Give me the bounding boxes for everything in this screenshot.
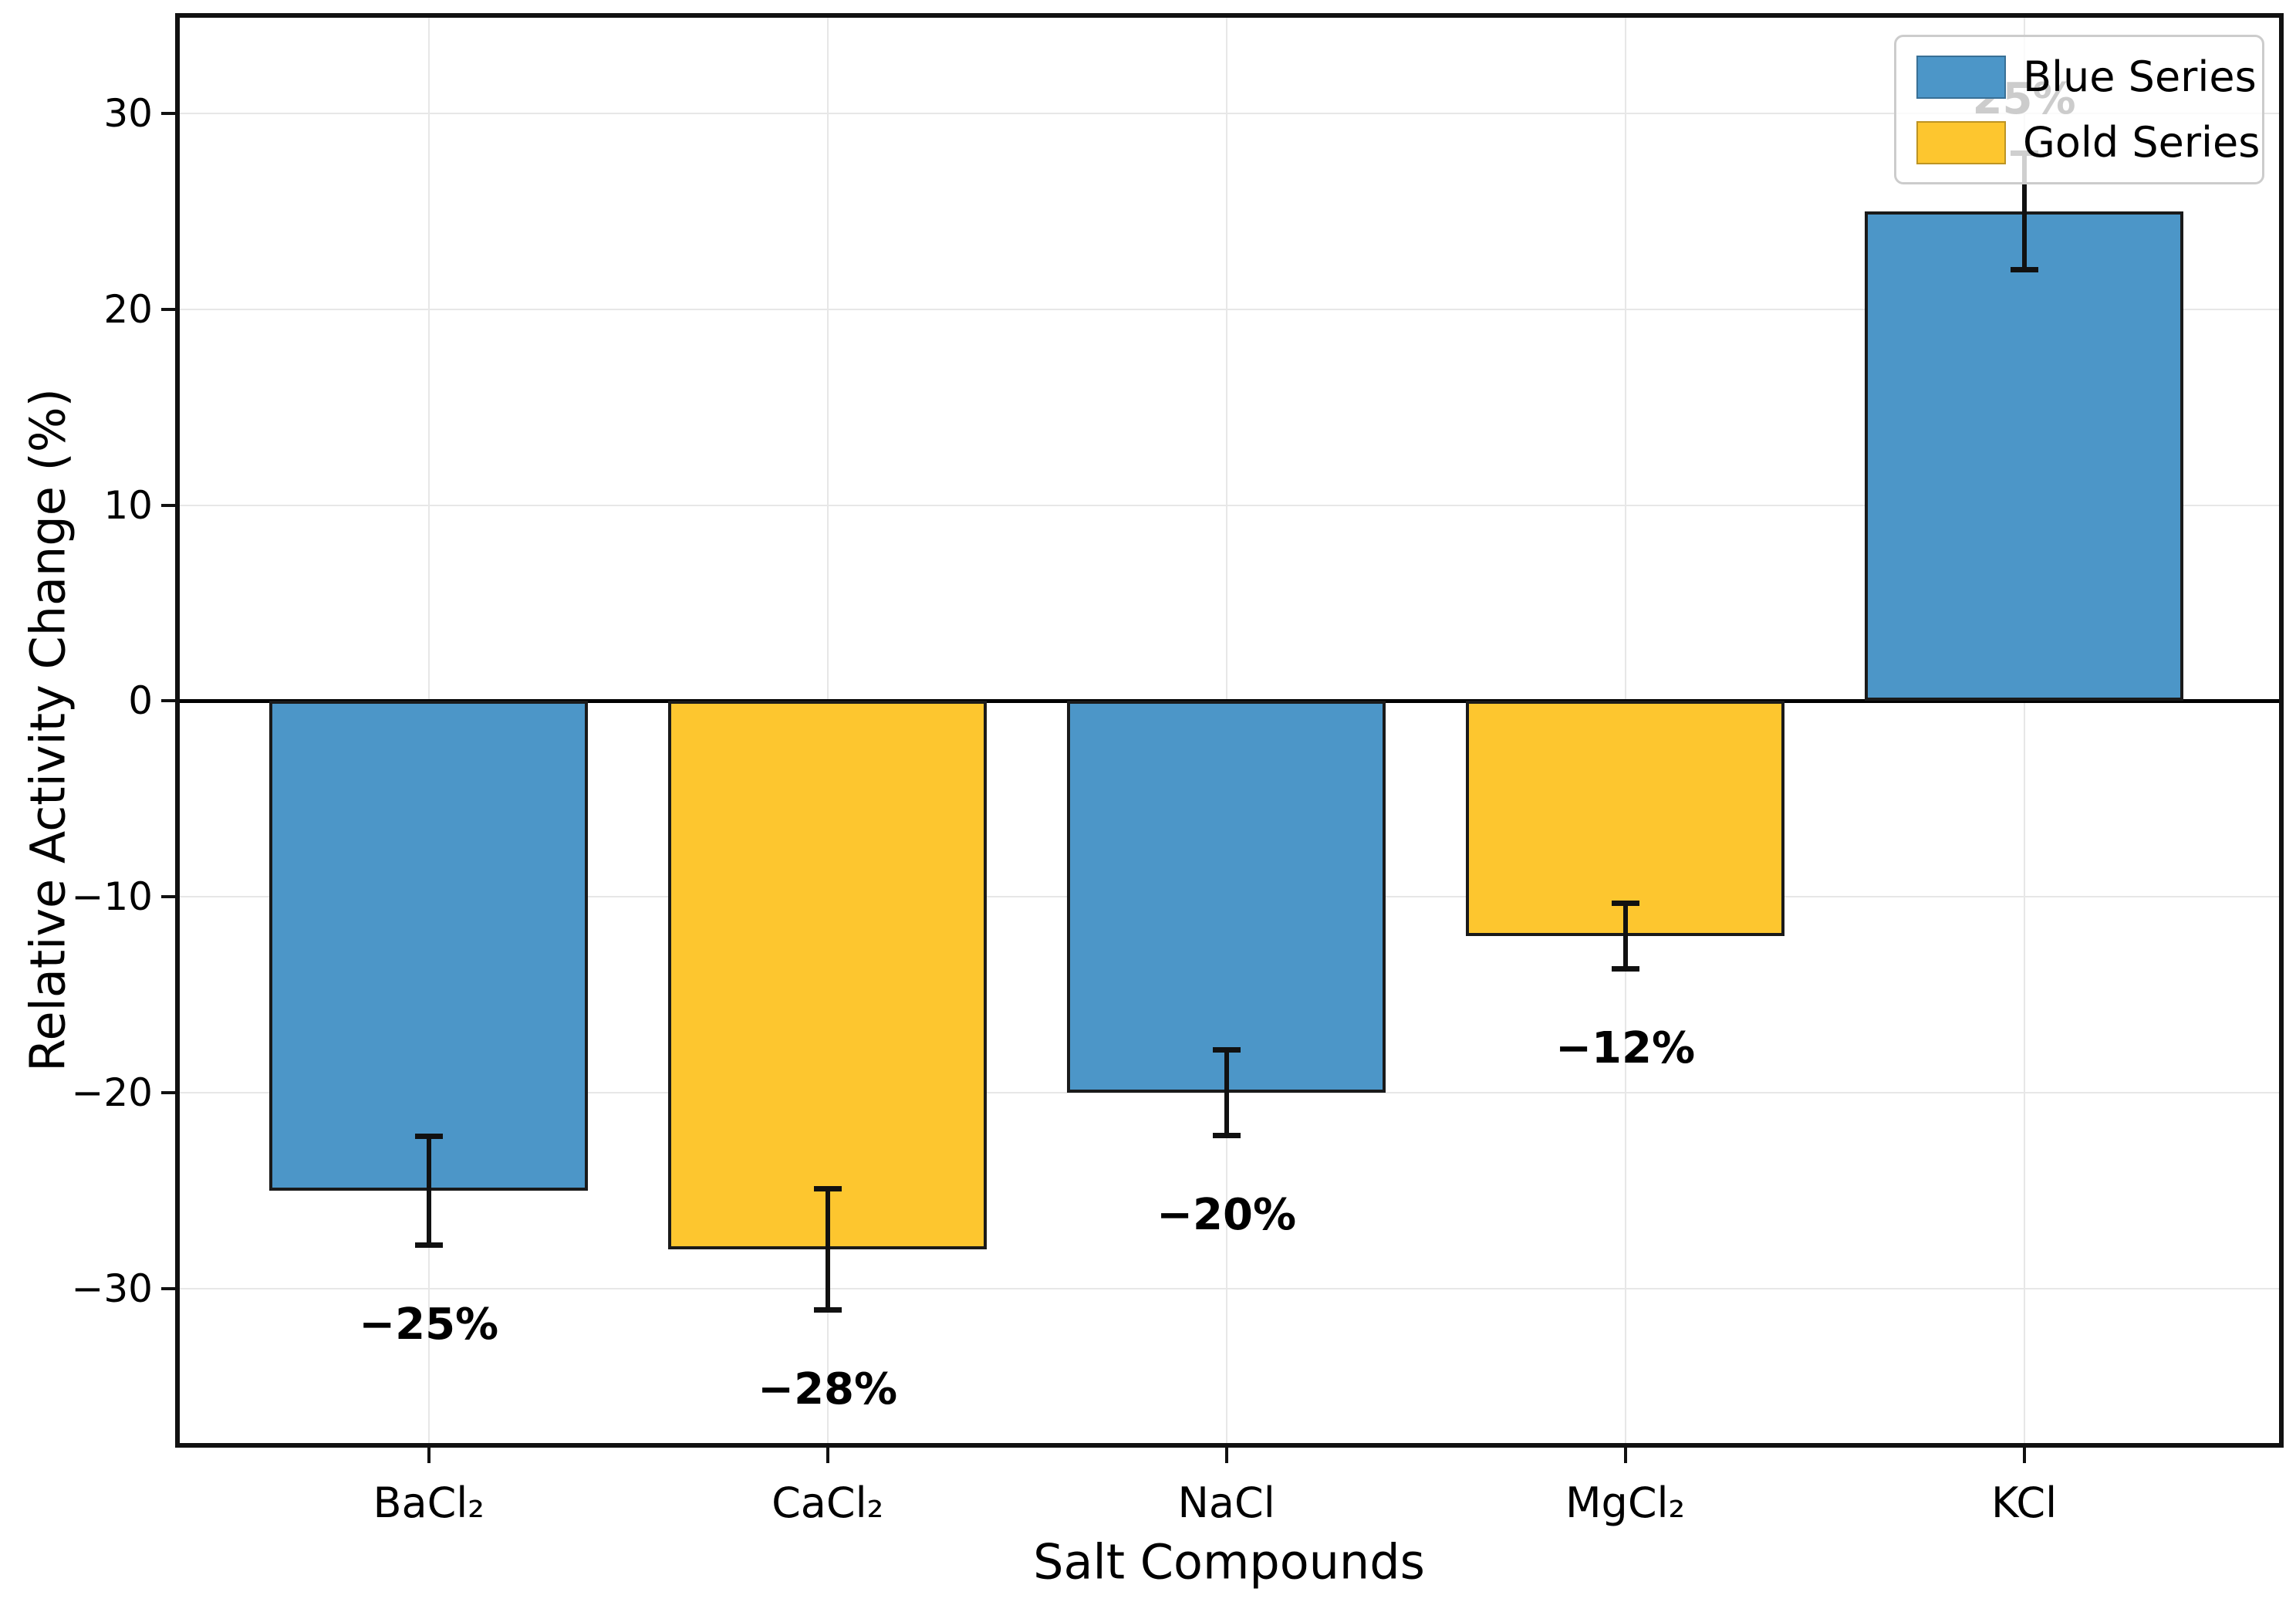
bar-value-label: −20% [1156, 1189, 1297, 1240]
legend-label-gold-series: Gold Series [2023, 118, 2261, 167]
y-gridline [177, 1287, 2281, 1289]
x-category-label: BaCl₂ [373, 1479, 485, 1527]
y-tick-mark [161, 699, 177, 703]
bar-CaCl₂ [667, 701, 988, 1250]
y-tick-label: 30 [103, 90, 153, 136]
legend-entry-gold-series: Gold Series [1916, 118, 2260, 167]
bar-NaCl [1066, 701, 1386, 1093]
error-bar-cap-bottom [2010, 266, 2038, 272]
y-gridline [177, 112, 2281, 114]
error-bar [426, 1135, 431, 1246]
x-tick-mark [427, 1448, 430, 1463]
y-tick-label: −20 [71, 1070, 153, 1116]
error-bar [2021, 152, 2027, 270]
y-tick-mark [161, 307, 177, 311]
error-bar-cap-bottom [1212, 1132, 1241, 1138]
error-bar-cap-top [813, 1186, 842, 1192]
bar-value-label: −12% [1555, 1023, 1696, 1074]
y-tick-label: −30 [71, 1266, 153, 1311]
error-bar-cap-top [1212, 1047, 1241, 1053]
bar-value-label: −25% [359, 1300, 499, 1350]
x-axis-label: Salt Compounds [1033, 1533, 1425, 1590]
x-tick-mark [1224, 1448, 1228, 1463]
y-tick-label: 0 [128, 678, 153, 724]
y-tick-mark [161, 1091, 177, 1095]
x-category-label: NaCl [1177, 1479, 1275, 1527]
error-bar [1622, 902, 1628, 970]
legend-label-blue-series: Blue Series [2023, 52, 2257, 101]
error-bar [1224, 1049, 1229, 1136]
y-gridline [177, 504, 2281, 506]
x-category-label: KCl [1990, 1479, 2058, 1527]
y-tick-label: 20 [103, 286, 153, 332]
legend-entry-blue-series: Blue Series [1916, 52, 2257, 101]
error-bar-cap-top [1611, 900, 1639, 906]
legend-swatch-blue-icon [1916, 55, 2006, 99]
x-category-label: CaCl₂ [772, 1479, 884, 1527]
error-bar-cap-bottom [1611, 966, 1639, 972]
y-tick-mark [161, 895, 177, 899]
x-tick-mark [826, 1448, 829, 1463]
y-tick-label: 10 [103, 482, 153, 528]
bar-BaCl₂ [268, 701, 589, 1191]
error-bar [825, 1188, 830, 1310]
y-tick-mark [161, 1286, 177, 1290]
y-tick-label: −10 [71, 874, 153, 920]
legend: Blue Series Gold Series [1894, 35, 2264, 184]
x-tick-mark [2022, 1448, 2026, 1463]
y-gridline [177, 308, 2281, 310]
x-category-label: MgCl₂ [1565, 1479, 1686, 1527]
y-gridline [177, 1092, 2281, 1094]
bar-value-label: −28% [758, 1364, 898, 1414]
legend-swatch-gold-icon [1916, 120, 2006, 164]
bar-MgCl₂ [1465, 701, 1785, 937]
error-bar-cap-bottom [414, 1242, 443, 1249]
y-tick-mark [161, 503, 177, 507]
error-bar-cap-bottom [813, 1306, 842, 1313]
error-bar-cap-top [414, 1133, 443, 1139]
x-gridline [2023, 15, 2025, 1445]
y-tick-mark [161, 111, 177, 115]
bar-KCl [1864, 211, 2184, 701]
x-tick-mark [1623, 1448, 1627, 1463]
